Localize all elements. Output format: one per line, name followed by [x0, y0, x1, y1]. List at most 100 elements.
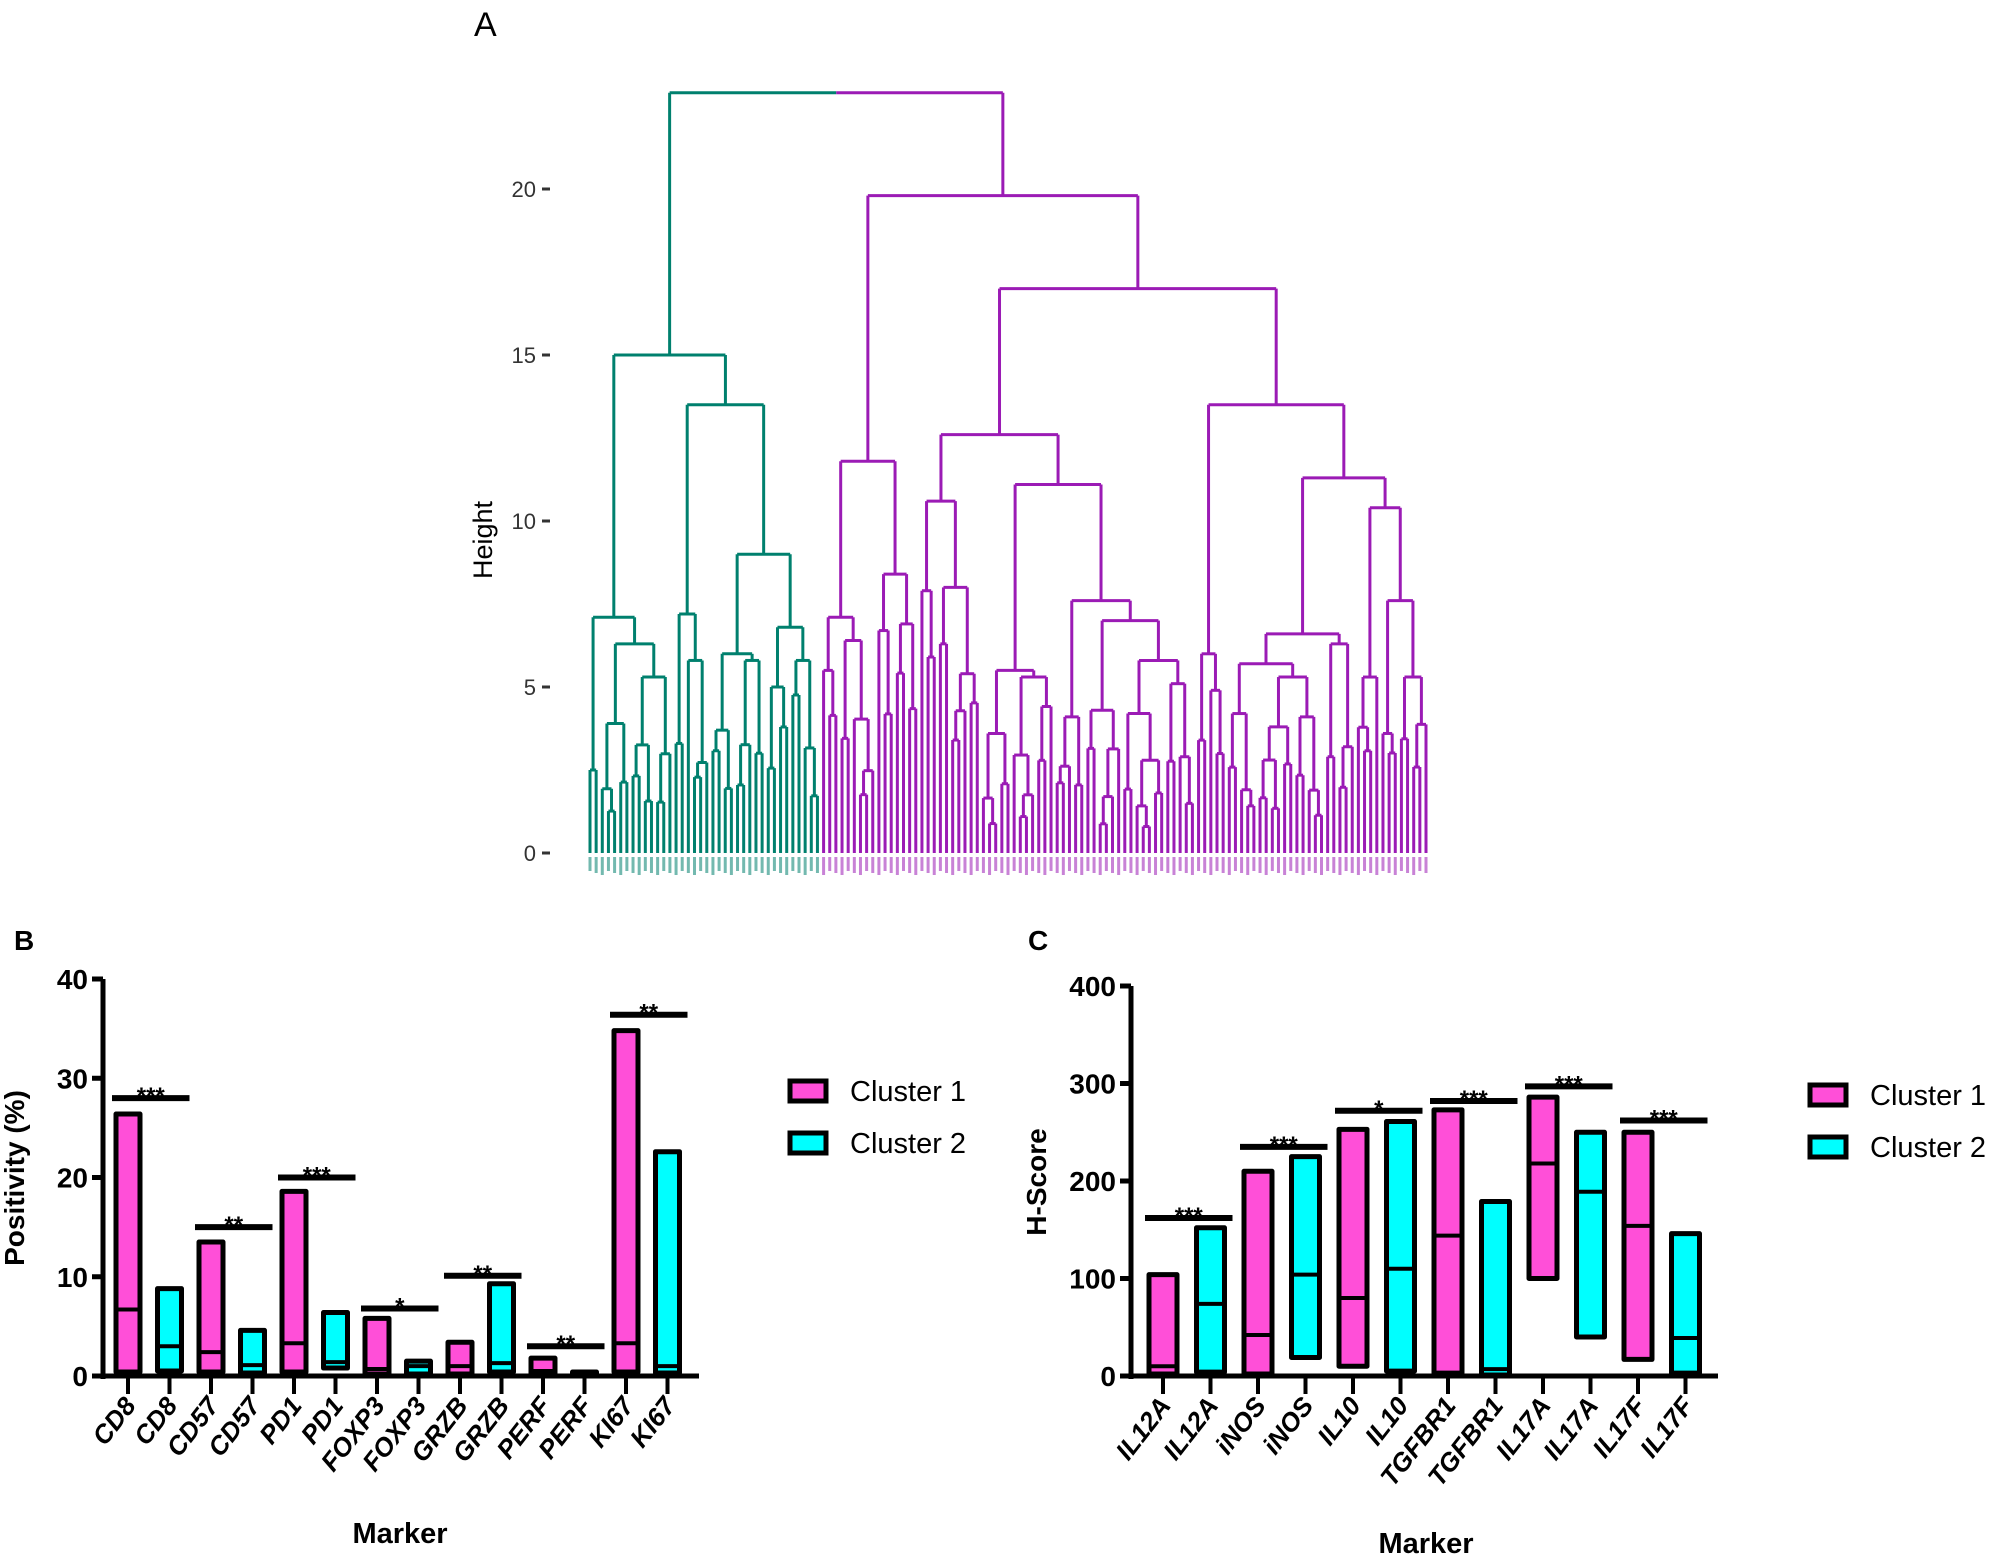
significance-stars: *** [1175, 1203, 1204, 1230]
leaf-label-mark [1381, 857, 1385, 871]
leaf-label-mark [938, 857, 942, 871]
leaf-label-mark [1074, 857, 1078, 873]
bar-inos-cluster2 [1289, 1154, 1322, 1360]
bar-il17a-cluster1 [1526, 1094, 1560, 1282]
leaf-label-mark [1098, 857, 1102, 875]
y-tick-label: 40 [57, 964, 88, 995]
leaf-label-mark [1424, 857, 1428, 873]
bar-il10-cluster2 [1384, 1119, 1417, 1374]
leaf-label-mark [1295, 857, 1299, 873]
leaf-label-mark [729, 857, 733, 875]
leaf-label-mark [1080, 857, 1084, 875]
leaf-label-mark [1166, 857, 1170, 873]
leaf-label-mark [1037, 857, 1041, 873]
leaf-label-mark [791, 857, 795, 871]
leaf-label-mark [1332, 857, 1336, 873]
leaf-label-mark [1086, 857, 1090, 871]
leaf-label-mark [1301, 857, 1305, 875]
leaf-label-mark [822, 857, 826, 875]
leaf-label-mark [1154, 857, 1158, 875]
leaf-label-mark [772, 857, 776, 871]
bar-il10-cluster1 [1336, 1126, 1370, 1369]
x-tick-label: CD8 [86, 1391, 142, 1451]
leaf-label-mark [840, 857, 844, 875]
leaf-label-mark [1252, 857, 1256, 871]
leaf-label-mark [1000, 857, 1004, 873]
significance-stars: *** [137, 1083, 166, 1110]
leaf-label-mark [705, 857, 709, 873]
leaf-label-mark [1031, 857, 1035, 871]
significance-stars: *** [303, 1163, 332, 1190]
significance-stars: * [395, 1294, 405, 1321]
bar-grzb-cluster2 [487, 1281, 516, 1375]
leaf-label-mark [686, 857, 690, 873]
bar-ki67-cluster1 [611, 1028, 641, 1375]
leaf-label-mark [1012, 857, 1016, 871]
leaf-label-mark [1111, 857, 1114, 873]
x-tick-label: PD1 [253, 1391, 308, 1449]
leaf-label-mark [1055, 857, 1059, 873]
leaf-label-mark [1406, 857, 1410, 873]
leaf-label-mark [969, 857, 973, 875]
leaf-label-mark [1024, 857, 1028, 875]
significance-stars: * [1374, 1096, 1384, 1123]
leaf-label-mark [699, 857, 703, 871]
leaf-label-mark [852, 857, 856, 873]
leaf-label-mark [834, 857, 838, 873]
leaf-label-mark [1184, 857, 1188, 873]
leaf-label-mark [1104, 857, 1108, 871]
leaf-label-mark [1067, 857, 1071, 871]
legend-swatch-cluster2 [787, 1130, 829, 1156]
x-axis-label: Marker [1378, 1528, 1473, 1560]
bar-inos-cluster1 [1241, 1168, 1275, 1377]
x-tick-label: IL17F [1634, 1390, 1700, 1463]
y-tick-label: 20 [57, 1163, 88, 1194]
leaf-label-mark [680, 857, 684, 871]
leaf-label-mark [908, 857, 912, 873]
leaf-label-mark [951, 857, 955, 875]
significance-stars: ** [556, 1331, 575, 1358]
x-tick-label: KI67 [624, 1390, 682, 1453]
bar-pd1-cluster2 [321, 1309, 350, 1371]
panel-label-c: C [1028, 925, 1048, 956]
leaf-label-mark [1018, 857, 1022, 873]
leaf-label-mark [625, 857, 629, 871]
leaf-label-mark [1190, 857, 1194, 875]
leaf-label-mark [1215, 857, 1219, 871]
leaf-label-mark [994, 857, 998, 871]
y-axis-label: H-Score [1021, 1128, 1052, 1235]
leaf-label-mark [1350, 857, 1354, 873]
leaf-label-mark [1307, 857, 1311, 871]
leaf-label-mark [871, 857, 875, 873]
leaf-label-mark [1227, 857, 1231, 875]
leaf-label-mark [637, 857, 641, 875]
leaf-label-mark [1375, 857, 1379, 875]
x-tick-label: iNOS [1256, 1391, 1319, 1460]
leaf-label-mark [1117, 857, 1121, 875]
leaf-label-mark [1313, 857, 1317, 873]
leaf-label-mark [1356, 857, 1360, 875]
bar-cd8-cluster1 [113, 1111, 143, 1375]
leaf-label-mark [902, 857, 905, 871]
y-tick-label: 15 [512, 343, 536, 368]
y-axis-label: Positivity (%) [0, 1090, 30, 1266]
leaf-label-mark [1264, 857, 1268, 875]
bar-cd8-cluster2 [155, 1286, 184, 1374]
leaf-label-mark [914, 857, 918, 875]
legend-swatch-cluster1 [787, 1078, 829, 1104]
y-tick-label: 30 [57, 1063, 88, 1094]
leaf-label-mark [1160, 857, 1164, 871]
leaf-label-mark [1221, 857, 1225, 873]
bar-tgfbr1-cluster1 [1431, 1107, 1465, 1376]
leaf-label-mark [1344, 857, 1348, 871]
leaf-label-mark [803, 857, 807, 875]
y-tick-label: 5 [524, 675, 536, 700]
leaf-label-mark [711, 857, 715, 875]
leaf-label-mark [1135, 857, 1139, 875]
y-tick-label: 300 [1069, 1069, 1116, 1100]
significance-stars: *** [1555, 1071, 1584, 1098]
y-tick-label: 10 [512, 509, 536, 534]
leaf-label-mark [1363, 857, 1367, 871]
